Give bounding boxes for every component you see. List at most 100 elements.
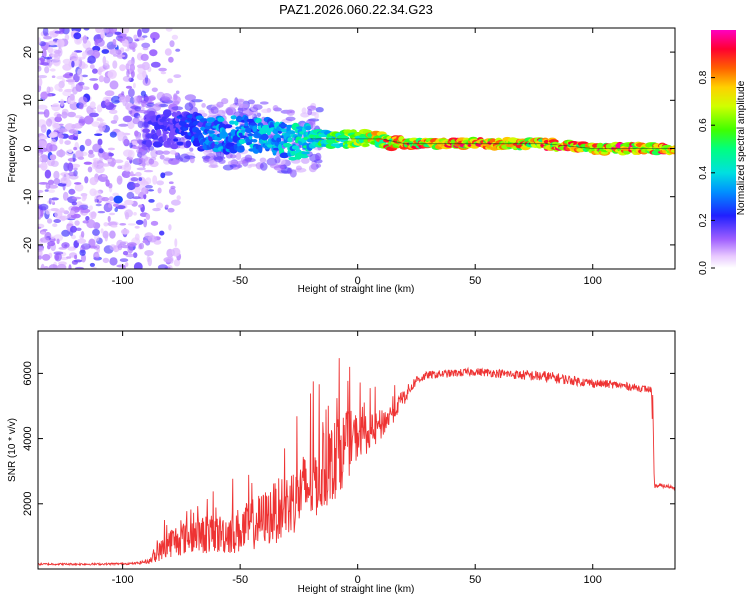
spectrogram-noise-blob	[81, 243, 91, 250]
snr-x-axis: -100 -50 0 50 100	[112, 331, 602, 586]
spectrogram-halo-blob	[152, 103, 162, 112]
spectrogram-noise-blob	[47, 93, 53, 97]
spectrogram-ridge-blob	[291, 145, 300, 150]
spectrogram-ridge-blob	[156, 129, 162, 137]
spectrogram-noise-blob	[61, 180, 67, 184]
spectrogram-y-tick-label: -20	[22, 237, 34, 253]
spectrogram-noise-blob	[74, 207, 83, 211]
spectrogram-noise-blob	[69, 93, 75, 101]
spectrogram-noise-blob	[127, 120, 135, 130]
spectrogram-noise-blob	[52, 223, 58, 228]
spectrogram-noise-blob	[103, 222, 109, 227]
spectrogram-noise-blob	[91, 266, 97, 269]
spectrogram-ridge-blob	[238, 132, 243, 137]
spectrogram-noise-blob	[59, 98, 65, 107]
spectrogram-noise-blob	[92, 157, 100, 162]
snr-y-axis: 2000 4000 6000	[22, 361, 675, 516]
spectrogram-noise-blob	[107, 147, 115, 151]
snr-x-tick-label: 0	[355, 574, 361, 586]
spectrogram-noise-blob	[100, 228, 104, 234]
snr-x-label: Height of straight line (km)	[298, 584, 415, 595]
spectrogram-noise-blob	[143, 169, 154, 173]
spectrogram-noise-blob	[147, 189, 155, 192]
spectrogram-noise-blob	[51, 75, 56, 78]
spectrogram-noise-blob	[133, 262, 143, 269]
spectrogram-noise-blob	[49, 154, 57, 161]
spectrogram-ridge-blob	[162, 109, 172, 117]
spectrogram-noise-blob	[141, 61, 150, 71]
spectrogram-noise-blob	[57, 263, 67, 269]
spectrogram-y-tick-label: 0	[22, 145, 34, 151]
spectrogram-noise-blob	[139, 242, 144, 250]
snr-y-tick-label: 4000	[22, 426, 34, 450]
spectrogram-noise-blob	[69, 190, 76, 194]
spectrogram-noise-blob	[142, 35, 148, 38]
spectrogram-noise-blob	[102, 152, 110, 160]
spectrogram-noise-blob	[152, 37, 156, 43]
spectrogram-noise-blob	[155, 202, 164, 209]
spectrogram-noise-blob	[119, 258, 129, 262]
spectrogram-noise-blob	[168, 224, 172, 231]
spectrogram-ridge-blob	[596, 142, 604, 149]
spectrogram-ridge-blob	[252, 139, 258, 143]
spectrogram-noise-blob	[57, 128, 68, 133]
spectrogram-noise-blob	[108, 196, 114, 202]
spectrogram-ridge-trace	[310, 138, 675, 149]
spectrogram-noise-blob	[124, 160, 130, 168]
spectrogram-noise-blob	[38, 111, 46, 115]
spectrogram-noise-blob	[69, 210, 76, 216]
spectrogram-noise-blob	[135, 219, 144, 225]
spectrogram-ridge-blob	[247, 133, 254, 137]
spectrogram-noise-blob	[74, 183, 84, 192]
spectrogram-ridge-blob	[207, 130, 215, 135]
spectrogram-noise-blob	[165, 204, 169, 208]
spectrogram-ridge-blob	[243, 115, 249, 124]
spectrogram-noise-blob	[80, 231, 85, 238]
spectrogram-noise-blob	[46, 118, 53, 127]
spectrogram-halo-blob	[201, 103, 206, 108]
spectrogram-halo-blob	[307, 105, 317, 111]
spectrogram-noise-blob	[164, 48, 172, 56]
spectrogram-noise-blob	[168, 181, 174, 184]
spectrogram-noise-blob	[67, 162, 74, 172]
spectrogram-ridge-blob	[185, 140, 192, 148]
spectrogram-noise-blob	[43, 35, 52, 40]
spectrogram-noise-blob	[171, 199, 181, 206]
spectrogram-ridge-blob	[260, 133, 269, 141]
spectrogram-noise-blob	[134, 233, 140, 241]
spectrogram-noise-blob	[109, 212, 116, 216]
spectrogram-marks	[38, 28, 675, 269]
spectrogram-noise-blob	[144, 250, 154, 256]
spectrogram-noise-blob	[125, 85, 133, 89]
colorbar-tick-label: 0.4	[698, 165, 709, 179]
spectrogram-noise-blob	[92, 228, 100, 236]
spectrogram-noise-blob	[64, 140, 71, 146]
spectrogram-noise-blob	[74, 182, 82, 185]
snr-y-tick-label: 2000	[22, 492, 34, 516]
spectrogram-halo-blob	[137, 115, 142, 119]
spectrogram-noise-blob	[125, 253, 135, 258]
spectrogram-noise-blob	[39, 135, 48, 140]
spectrogram-noise-blob	[66, 256, 72, 259]
spectrogram-noise-blob	[157, 187, 162, 194]
spectrogram-halo-blob	[260, 162, 268, 171]
spectrogram-halo-blob	[210, 106, 219, 114]
spectrogram-ridge-blob	[162, 121, 169, 127]
spectrogram-noise-blob	[106, 158, 113, 162]
spectrogram-ridge-blob	[217, 117, 225, 122]
spectrogram-noise-blob	[83, 115, 94, 125]
spectrogram-noise-blob	[163, 171, 173, 176]
spectrogram-noise-blob	[49, 144, 58, 152]
spectrogram-noise-blob	[91, 121, 101, 127]
spectrogram-noise-blob	[124, 199, 134, 206]
spectrogram-noise-blob	[147, 257, 152, 267]
spectrogram-noise-blob	[127, 149, 135, 159]
spectrogram-halo-blob	[169, 150, 177, 155]
spectrogram-noise-blob	[127, 88, 135, 98]
spectrogram-noise-blob	[112, 192, 119, 197]
colorbar-label: Normalized spectral amplitude	[736, 80, 747, 215]
spectrogram-halo-blob	[168, 158, 180, 165]
spectrogram-halo-blob	[162, 150, 171, 155]
spectrogram-ridge-blob	[252, 125, 258, 133]
